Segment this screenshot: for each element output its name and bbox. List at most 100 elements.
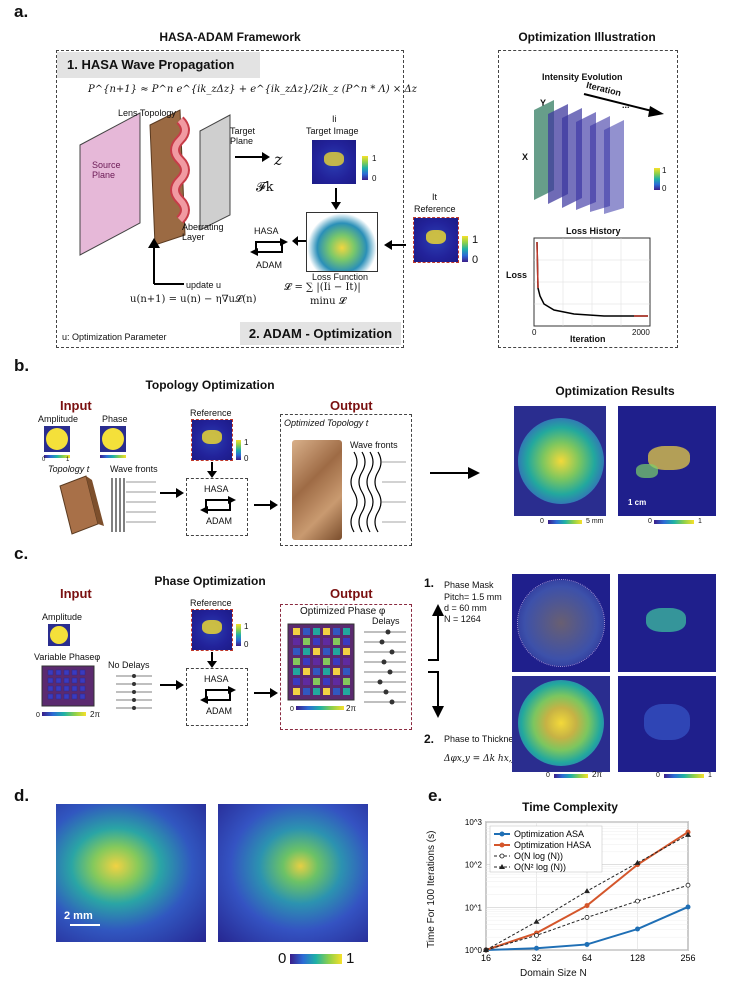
panel-a-letter: a. <box>14 2 29 21</box>
phase-cb-0: 0 <box>36 712 40 719</box>
reference-image-c <box>191 609 233 651</box>
series-point <box>635 926 640 932</box>
loss-history-plot <box>533 237 651 327</box>
optimization-parameter-label: u: Optimization Parameter <box>62 332 167 342</box>
intensity-evolution-label: Intensity Evolution <box>542 72 623 82</box>
amp-cb-0: 0 <box>42 457 46 463</box>
reference-to-loss-arrow <box>384 240 406 250</box>
scale-bar-d <box>70 924 100 926</box>
target-cb-1: 1 <box>372 154 377 163</box>
panel-d-letter: d. <box>14 786 30 805</box>
target-colorbar <box>362 156 368 180</box>
phase-cell <box>333 688 340 695</box>
series-point <box>634 859 641 865</box>
reference-label-a: Reference <box>414 204 456 214</box>
update-u-label: update u <box>186 280 222 290</box>
series-point <box>534 945 539 951</box>
phase-to-thickness-result <box>618 676 716 772</box>
hasa-adam-box-c <box>186 668 248 726</box>
topology-label-b: Topology t <box>48 464 90 474</box>
y-tick-label: 10^3 <box>465 818 483 827</box>
panel-b-letter: b. <box>14 356 30 375</box>
phase-cell <box>303 638 310 645</box>
source-plane-shape <box>79 112 141 256</box>
thickness-result-cb-1: 1 <box>708 772 712 779</box>
result-int-cb-0: 0 <box>648 518 652 525</box>
it-label: It <box>432 192 438 202</box>
phase-cell <box>323 668 330 675</box>
adam-label-c: ADAM <box>206 706 233 716</box>
phase-cell <box>343 678 350 685</box>
n-label: N = 1264 <box>444 614 481 624</box>
phase-label-b: Phase <box>102 414 128 424</box>
ref-cb-0: 0 <box>472 254 479 266</box>
thickness-result-cb-0: 0 <box>656 772 660 779</box>
source-plane-label: Source Plane <box>92 160 121 180</box>
loss-function-label: Loss Function <box>312 272 369 282</box>
legend-label: O(N² log (N)) <box>514 862 566 872</box>
phase-cb-2pi: 2π <box>90 710 100 719</box>
phase-cell <box>293 648 300 655</box>
x-tick-label: 32 <box>531 953 541 963</box>
series-point <box>584 903 590 909</box>
reference-label-b: Reference <box>190 408 232 418</box>
reference-image-a <box>413 217 459 263</box>
target-plane-shape <box>199 114 231 231</box>
loss-history-title: Loss History <box>566 226 621 236</box>
series-point <box>685 882 691 888</box>
box1-title: 1. HASA Wave Propagation <box>57 52 260 78</box>
loss-equation: 𝓛 = ∑ |(Ii − It)| <box>284 282 361 293</box>
hasa-label-b: HASA <box>204 484 229 494</box>
legend-marker <box>499 831 505 837</box>
phase-cell <box>293 638 300 645</box>
ellipsis-label: ... <box>622 100 630 110</box>
phase-mask-image <box>512 574 610 672</box>
amplitude-label-c: Amplitude <box>42 612 83 622</box>
series-point <box>584 941 590 947</box>
x-tick-label: 16 <box>481 953 491 963</box>
left-arrow-to-cycle <box>292 236 306 246</box>
optimized-topology-image <box>292 440 342 540</box>
phase-cell <box>323 678 330 685</box>
ii-label: Ii <box>332 114 337 124</box>
stack-colorbar <box>654 168 660 190</box>
phase-cell <box>333 648 340 655</box>
pitch-label: Pitch= 1.5 mm <box>444 592 502 602</box>
reference-colorbar-c <box>236 624 241 646</box>
legend-label: Optimization ASA <box>514 829 584 839</box>
chart-title: Time Complexity <box>522 800 618 814</box>
step2-title: Phase to Thickness <box>444 734 523 744</box>
update-equation: u(n+1) = u(n) − η∇u𝓛(n) <box>130 294 257 305</box>
min-equation: minu 𝓛 <box>310 296 347 307</box>
output-box-c <box>280 604 412 730</box>
no-delays-label: No Delays <box>108 660 150 670</box>
stack-cb-1: 1 <box>662 166 667 175</box>
amplitude-image-b <box>44 426 70 452</box>
output-box-b <box>280 414 412 546</box>
phase-cell <box>303 678 310 685</box>
time-complexity-chart: 16 32 64 128 256 10^0 10^1 10^2 10^3 Optimization… <box>465 818 696 963</box>
arrow-b-1 <box>160 488 184 498</box>
panel-d-image-right <box>218 804 368 942</box>
reference-image-b <box>191 419 233 461</box>
chart-ylabel: Time For 100 Iterations (s) <box>426 830 437 948</box>
phase-cell <box>333 638 340 645</box>
phase-cell <box>323 638 330 645</box>
arrow-c-2 <box>254 688 278 698</box>
ref-b-cb-1: 1 <box>244 438 249 447</box>
arrow-b-2 <box>254 500 278 510</box>
phase-title: Phase Optimization <box>154 574 266 588</box>
series-point <box>533 918 540 924</box>
illustration-title: Optimization Illustration <box>518 30 656 44</box>
phase-cell <box>313 668 320 675</box>
legend-label: Optimization HASA <box>514 840 591 850</box>
results-title: Optimization Results <box>555 384 675 398</box>
delays-pulses <box>364 629 406 705</box>
legend-marker <box>499 864 505 869</box>
hasa-adam-box-b <box>186 478 248 536</box>
stack-cb-0: 0 <box>662 184 667 193</box>
adam-label-b: ADAM <box>206 516 233 526</box>
phase-cell <box>333 658 340 665</box>
amp-colorbar-b <box>44 455 70 458</box>
adam-label-a: ADAM <box>256 260 283 270</box>
